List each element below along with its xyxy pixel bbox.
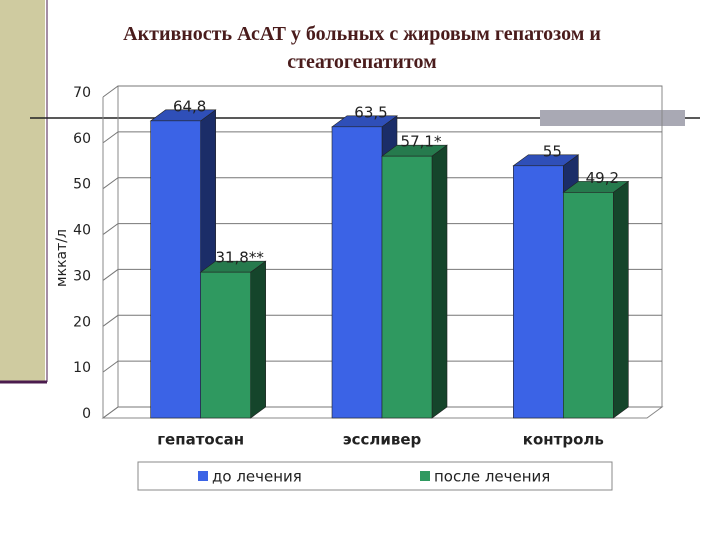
y-tick-label: 70 xyxy=(73,85,91,101)
bar xyxy=(562,180,630,419)
y-tick-label: 60 xyxy=(73,131,91,147)
grid-line xyxy=(102,268,662,281)
legend-swatch xyxy=(198,471,208,481)
legend-swatch xyxy=(420,471,430,481)
value-label: 49,2 xyxy=(586,169,619,187)
value-label: 64,8 xyxy=(173,97,206,115)
bar-front xyxy=(331,126,383,419)
bar-front xyxy=(200,271,251,419)
y-tick-label: 10 xyxy=(73,360,91,376)
grid-line xyxy=(102,85,662,98)
value-label: 57,1* xyxy=(401,133,442,151)
bar-front xyxy=(563,192,614,419)
legend-label: до лечения xyxy=(212,468,302,486)
y-tick-label: 50 xyxy=(73,177,91,193)
bar-front xyxy=(381,155,433,419)
x-tick-label: контроль xyxy=(523,431,604,449)
bar-front xyxy=(150,120,201,419)
grid-line xyxy=(102,314,662,327)
decor-bar xyxy=(540,110,685,126)
plot: 0 10 20 30 40 50 60 70 гепатосан 64,8 31,8** эсслив… xyxy=(73,85,664,449)
bar xyxy=(199,260,267,419)
legend-label: после лечения xyxy=(434,468,550,486)
side-strip xyxy=(0,0,45,382)
y-tick-label: 20 xyxy=(73,314,91,330)
x-tick-label: гепатосан xyxy=(157,431,244,449)
bar-side xyxy=(250,260,266,419)
y-tick-label: 40 xyxy=(73,223,91,239)
value-label: 55 xyxy=(543,142,562,160)
x-tick-label: эссливер xyxy=(343,431,422,449)
legend xyxy=(137,461,613,491)
value-label: 63,5 xyxy=(354,103,387,121)
bar-side xyxy=(613,180,629,419)
grid-line xyxy=(102,406,662,419)
value-label: 31,8** xyxy=(215,249,264,267)
y-tick-label: 0 xyxy=(82,406,91,422)
bar-side xyxy=(431,144,448,419)
y-axis-label: мккат/л xyxy=(54,229,70,287)
grid-line xyxy=(102,360,662,373)
bar xyxy=(381,144,448,419)
bar xyxy=(149,109,217,419)
grid-line xyxy=(102,223,662,235)
grid-line xyxy=(102,131,662,144)
chart-title: Активность АсАТ у больных с жировым гепа… xyxy=(123,23,601,73)
y-tick-label: 30 xyxy=(73,268,91,284)
grid-line xyxy=(102,177,662,190)
bar-front xyxy=(513,165,564,419)
